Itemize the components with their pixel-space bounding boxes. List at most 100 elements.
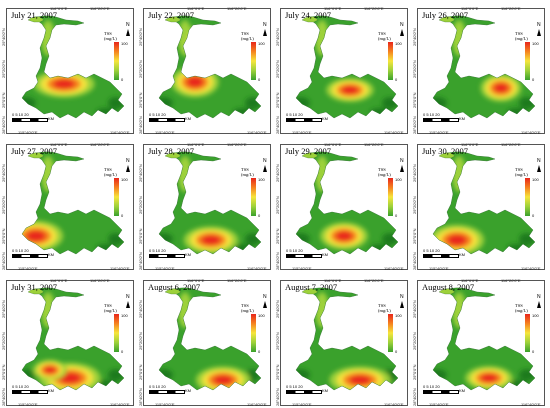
latitude-tick-label: 29°20'0"N [275, 332, 280, 350]
latitude-tick-label: 29°0'0"N [1, 92, 6, 108]
north-label: N [400, 158, 404, 164]
north-arrow-icon [263, 165, 267, 172]
latitude-tick-label: 29°0'0"N [138, 228, 143, 244]
legend-title-name: TSS [378, 31, 386, 36]
scale-bar-unit: KM [185, 388, 191, 393]
scale-bar [423, 254, 459, 258]
latitude-tick-label: 29°0'0"N [138, 364, 143, 380]
legend-title-name: TSS [378, 167, 386, 172]
latitude-tick-label: 29°40'0"N [412, 28, 417, 46]
legend-max-label: 100 [258, 41, 265, 46]
latitude-tick-label: 29°20'0"N [138, 60, 143, 78]
legend-title-name: TSS [515, 167, 523, 172]
longitude-tick-label: 115°40'0"E [429, 130, 449, 135]
latitude-tick-label: 28°40'0"N [138, 388, 143, 406]
map-panel: August 6, 2007 116°0'0"E 116°20'0"E 115°40'… [137, 272, 273, 408]
latitude-tick-label: 28°40'0"N [1, 116, 6, 134]
north-arrow-icon [126, 29, 130, 36]
longitude-tick-label: 115°40'0"E [155, 130, 175, 135]
map-panel: August 7, 2007 116°0'0"E 116°20'0"E 115°40'… [274, 272, 410, 408]
longitude-tick-label: 115°40'0"E [18, 402, 38, 407]
legend-color-bar [114, 178, 119, 216]
north-label: N [537, 22, 541, 28]
scale-bar-numbers: 0 5 10 20 [423, 384, 440, 389]
latitude-tick-label: 28°40'0"N [412, 116, 417, 134]
legend-title: TSS (mg/L) [241, 167, 254, 177]
scale-bar-unit: KM [185, 116, 191, 121]
panel-date-label: July 27, 2007 [11, 146, 58, 156]
longitude-tick-label: 116°40'0"E [521, 402, 541, 407]
legend-max-label: 100 [121, 41, 128, 46]
legend-title-unit: (mg/L) [378, 36, 391, 41]
longitude-tick-label: 116°0'0"E [50, 142, 68, 147]
longitude-tick-label: 115°40'0"E [429, 402, 449, 407]
legend-title-unit: (mg/L) [515, 36, 528, 41]
scale-bar-unit: KM [459, 252, 465, 257]
longitude-tick-label: 116°40'0"E [384, 402, 404, 407]
legend-title: TSS (mg/L) [104, 167, 117, 177]
longitude-tick-label: 116°20'0"E [90, 142, 110, 147]
latitude-tick-label: 28°40'0"N [138, 116, 143, 134]
lake-map [432, 287, 536, 391]
scale-bar-unit: KM [459, 116, 465, 121]
longitude-tick-label: 115°40'0"E [155, 266, 175, 271]
scale-bar-unit: KM [322, 388, 328, 393]
legend-color-bar [388, 42, 393, 80]
legend-color-bar [525, 42, 530, 80]
legend-title-name: TSS [241, 303, 249, 308]
legend-title-unit: (mg/L) [378, 172, 391, 177]
longitude-tick-label: 116°0'0"E [324, 142, 342, 147]
longitude-tick-label: 116°40'0"E [247, 266, 267, 271]
scale-bar-numbers: 0 5 10 20 [149, 112, 166, 117]
north-label: N [126, 294, 130, 300]
scale-bar-numbers: 0 5 10 20 [286, 248, 303, 253]
latitude-tick-label: 29°20'0"N [1, 332, 6, 350]
panel-date-label: August 6, 2007 [148, 282, 201, 292]
scale-bar-unit: KM [185, 252, 191, 257]
legend-max-label: 100 [258, 177, 265, 182]
longitude-tick-label: 116°20'0"E [501, 142, 521, 147]
latitude-tick-label: 28°40'0"N [1, 388, 6, 406]
scale-bar-numbers: 0 5 10 20 [12, 248, 29, 253]
legend-min-label: 0 [395, 77, 398, 82]
latitude-tick-label: 29°0'0"N [1, 228, 6, 244]
north-arrow-icon [126, 301, 130, 308]
lake-map [432, 15, 536, 119]
north-arrow-icon [126, 165, 130, 172]
legend-title: TSS (mg/L) [104, 31, 117, 41]
lake-map [21, 15, 125, 119]
legend-color-bar [525, 314, 530, 352]
longitude-tick-label: 115°40'0"E [292, 402, 312, 407]
map-panel: July 30, 2007 116°0'0"E 116°20'0"E 115°40'0… [411, 136, 547, 272]
map-panel: July 21, 2007 116°0'0"E 116°20'0"E 115°40'0… [0, 0, 136, 136]
longitude-tick-label: 116°40'0"E [384, 266, 404, 271]
latitude-tick-label: 29°0'0"N [138, 92, 143, 108]
longitude-tick-label: 115°40'0"E [18, 130, 38, 135]
legend-title-name: TSS [515, 31, 523, 36]
map-panel: July 26, 2007 116°0'0"E 116°20'0"E 115°40'0… [411, 0, 547, 136]
legend-min-label: 0 [258, 213, 261, 218]
longitude-tick-label: 116°0'0"E [324, 6, 342, 11]
longitude-tick-label: 116°0'0"E [50, 278, 68, 283]
legend-min-label: 0 [258, 77, 261, 82]
panel-date-label: July 24, 2007 [285, 10, 332, 20]
north-label: N [263, 22, 267, 28]
longitude-tick-label: 116°0'0"E [50, 6, 68, 11]
longitude-tick-label: 116°20'0"E [227, 6, 247, 11]
legend-title-name: TSS [104, 31, 112, 36]
legend-min-label: 0 [395, 349, 398, 354]
longitude-tick-label: 116°0'0"E [187, 142, 205, 147]
legend-title-name: TSS [104, 303, 112, 308]
north-label: N [537, 294, 541, 300]
north-arrow-icon [400, 165, 404, 172]
scale-bar [286, 254, 322, 258]
legend-title: TSS (mg/L) [241, 31, 254, 41]
legend-min-label: 0 [395, 213, 398, 218]
lake-map [158, 151, 262, 255]
latitude-tick-label: 29°40'0"N [1, 28, 6, 46]
scale-bar-numbers: 0 5 10 20 [423, 112, 440, 117]
longitude-tick-label: 116°0'0"E [324, 278, 342, 283]
legend-max-label: 100 [532, 41, 539, 46]
legend-title-unit: (mg/L) [104, 308, 117, 313]
latitude-tick-label: 29°0'0"N [412, 364, 417, 380]
